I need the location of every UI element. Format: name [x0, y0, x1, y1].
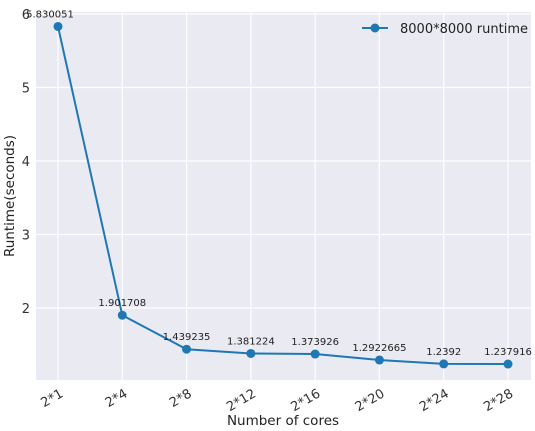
x-tick-label: 2*16 [289, 386, 324, 415]
runtime-series-line [57, 26, 509, 366]
y-tick-label: 6 [22, 8, 30, 23]
data-label: 1.381224 [227, 336, 275, 347]
x-tick-label: 2*12 [224, 386, 259, 415]
x-tick-label: 2*20 [353, 386, 388, 415]
y-tick-label: 3 [22, 229, 30, 244]
y-axis-title: Runtime(seconds) [2, 135, 18, 257]
data-label: 1.2392 [426, 347, 461, 358]
data-point [53, 21, 63, 31]
data-point [246, 348, 256, 358]
data-labels: 5.830051 1.901708 1.439235 1.381224 1.373926… [26, 9, 532, 358]
y-tick-label: 4 [22, 155, 30, 170]
data-points [53, 21, 513, 369]
data-label: 1.237916 [484, 347, 532, 358]
x-tick-label: 2*4 [103, 386, 130, 411]
x-tick-label: 2*24 [417, 386, 452, 415]
legend-label: 8000*8000 runtime [400, 22, 528, 37]
y-tick-label: 2 [22, 302, 30, 317]
y-tick-labels: 2 3 4 5 6 [22, 8, 30, 317]
data-label: 1.2922665 [352, 343, 406, 354]
legend-marker-swatch [370, 23, 380, 33]
y-tick-label: 5 [22, 82, 30, 97]
data-label: 1.373926 [291, 337, 339, 348]
data-label: 1.901708 [98, 298, 146, 309]
data-label: 5.830051 [26, 9, 74, 20]
data-label: 1.439235 [163, 332, 211, 343]
data-point [117, 310, 127, 320]
x-tick-label: 2*8 [167, 386, 194, 411]
series-line [57, 26, 509, 366]
x-tick-labels: 2*1 2*4 2*8 2*12 2*16 2*20 2*24 2*28 [39, 386, 516, 415]
x-tick-label: 2*28 [481, 386, 516, 415]
data-point [182, 344, 192, 354]
data-point [503, 359, 513, 369]
legend: 8000*8000 runtime [362, 22, 528, 37]
x-axis-title: Number of cores [227, 413, 339, 429]
data-point [439, 359, 449, 369]
grid-lines [36, 12, 531, 380]
x-tick-label: 2*1 [39, 386, 66, 411]
plot-background [36, 12, 531, 380]
data-point [374, 355, 384, 365]
data-point [310, 349, 320, 359]
